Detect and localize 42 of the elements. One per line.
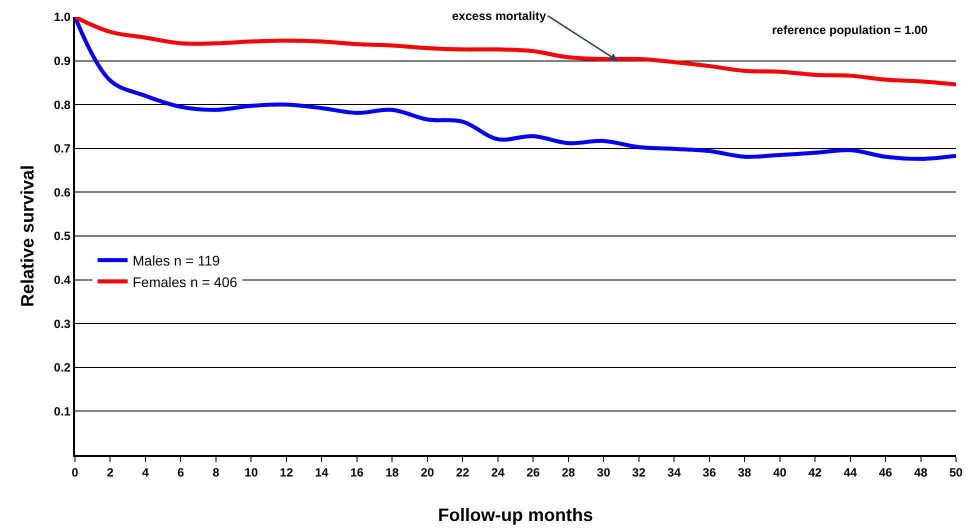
x-tick-label: 18 bbox=[385, 465, 400, 480]
y-tick-label: 0.5 bbox=[54, 229, 71, 244]
x-tick-label: 10 bbox=[244, 465, 258, 480]
x-tick-label: 42 bbox=[808, 465, 822, 480]
x-tick-label: 32 bbox=[632, 465, 646, 480]
x-tick-label: 14 bbox=[315, 465, 329, 480]
x-tick-label: 48 bbox=[914, 465, 928, 480]
x-tick-label: 4 bbox=[142, 465, 150, 480]
x-tick-label: 46 bbox=[878, 465, 893, 480]
y-tick-label: 0.1 bbox=[54, 404, 71, 418]
x-tick-label: 50 bbox=[949, 465, 963, 480]
annotation: reference population = 1.00 bbox=[772, 23, 928, 37]
x-tick-label: 40 bbox=[773, 465, 787, 480]
y-axis-title: Relative survival bbox=[18, 164, 38, 308]
x-tick-label: 26 bbox=[526, 465, 540, 480]
x-tick-label: 16 bbox=[350, 465, 364, 480]
legend-label: Females n = 406 bbox=[132, 274, 238, 290]
y-tick-label: 0.3 bbox=[54, 316, 71, 331]
y-tick-label: 0.6 bbox=[54, 185, 71, 200]
y-tick-label: 0.7 bbox=[54, 142, 71, 156]
x-tick-label: 20 bbox=[420, 465, 434, 480]
x-tick-label: 12 bbox=[280, 465, 294, 480]
annotation: excess mortality bbox=[452, 9, 546, 23]
x-tick-label: 28 bbox=[562, 465, 576, 480]
x-tick-label: 8 bbox=[212, 465, 220, 480]
x-axis-title: Follow-up months bbox=[438, 505, 593, 525]
y-tick-label: 0.2 bbox=[54, 360, 71, 375]
y-tick-label: 0.8 bbox=[54, 98, 71, 112]
x-tick-label: 2 bbox=[106, 465, 114, 480]
y-tick-label: 1.0 bbox=[54, 10, 71, 24]
x-tick-label: 38 bbox=[738, 465, 752, 480]
legend-label: Males n = 119 bbox=[132, 252, 220, 269]
y-tick-label: 0.9 bbox=[54, 54, 71, 68]
x-tick-label: 0 bbox=[72, 465, 79, 480]
x-tick-label: 36 bbox=[702, 465, 716, 480]
x-tick-label: 6 bbox=[177, 465, 184, 480]
y-tick-label: 0.4 bbox=[54, 273, 71, 287]
x-tick-label: 24 bbox=[491, 465, 505, 480]
x-tick-label: 22 bbox=[456, 465, 470, 480]
x-tick-label: 30 bbox=[596, 465, 611, 480]
x-tick-label: 34 bbox=[667, 465, 682, 480]
x-tick-label: 44 bbox=[844, 465, 858, 480]
